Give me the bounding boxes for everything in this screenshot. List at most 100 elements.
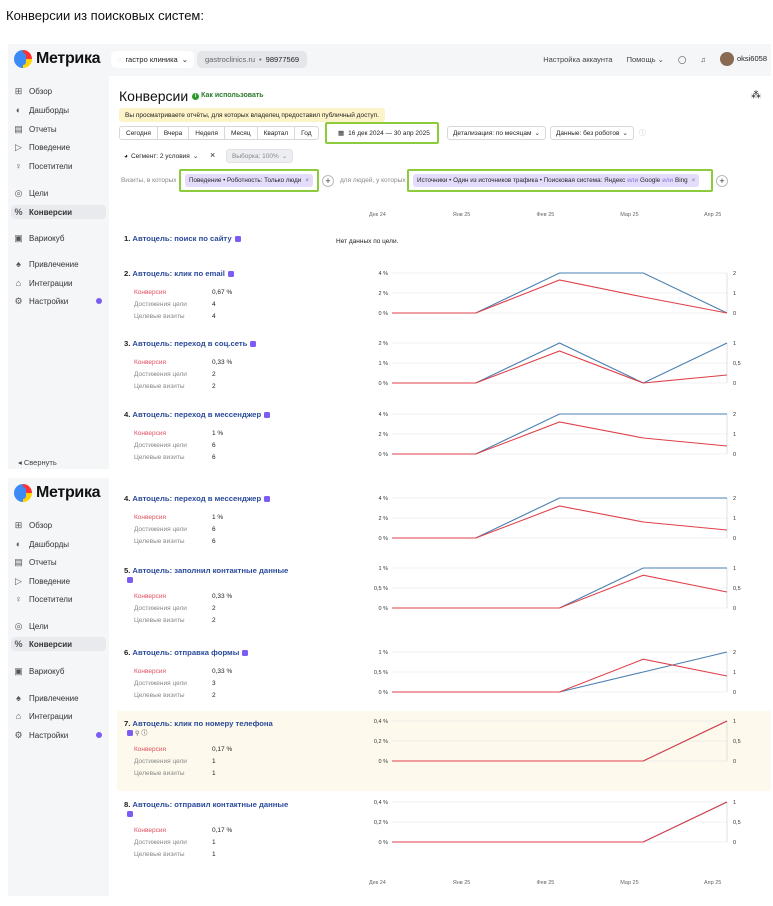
metric-label-reach: Достижения цели bbox=[134, 442, 187, 449]
filter-chip-robots[interactable]: Поведение • Роботность: Только люди × bbox=[185, 174, 314, 187]
goal-title-text[interactable]: Автоцель: клик по email bbox=[132, 269, 225, 278]
sidebar-item-7[interactable]: ▣ Вариокуб bbox=[14, 231, 64, 245]
left-tick-label: 0 % bbox=[379, 759, 389, 765]
chat-icon[interactable]: ◯ bbox=[677, 54, 687, 64]
how-to-use-link[interactable]: i Как использовать bbox=[192, 92, 264, 100]
period-button-0[interactable]: Сегодня bbox=[119, 126, 158, 140]
sidebar-item-9[interactable]: ⌂ Интеграции bbox=[14, 276, 73, 290]
sidebar-item-5[interactable]: ◎ Цели bbox=[14, 619, 49, 633]
metric-label-conv: Конверсия bbox=[134, 430, 167, 437]
sidebar-item-6[interactable]: % Конверсии bbox=[11, 637, 106, 651]
conversion-series-line bbox=[392, 658, 728, 693]
user-menu[interactable]: oksi6058 bbox=[719, 52, 767, 66]
counter-selector[interactable]: ◌ гастро клиника ⌄ bbox=[111, 51, 194, 68]
sidebar-item-7[interactable]: ▣ Вариокуб bbox=[14, 664, 64, 678]
metric-value-conv: 1 % bbox=[212, 514, 224, 521]
goal-title-text[interactable]: Автоцель: заполнил контактные данные bbox=[132, 566, 289, 575]
add-condition-button[interactable]: + bbox=[716, 175, 728, 187]
goal-title[interactable]: 7. Автоцель: клик по номеру телефона ⚲ ⓘ bbox=[124, 719, 304, 737]
sidebar-item-6[interactable]: % Конверсии bbox=[11, 205, 106, 219]
right-tick-label: 0 bbox=[733, 311, 736, 317]
sidebar-item-0[interactable]: ⊞ Обзор bbox=[14, 518, 52, 532]
sidebar-item-10[interactable]: ⚙ Настройки bbox=[14, 294, 103, 308]
chip-text: Google bbox=[639, 177, 661, 184]
metric-value-conv: 0,17 % bbox=[212, 827, 233, 834]
goal-title-text[interactable]: Автоцель: переход в мессенджер bbox=[132, 410, 262, 419]
goal-chart: 4 % 2 2 % 1 0 % 0 bbox=[379, 412, 737, 458]
collapse-sidebar-button[interactable]: ◂ Свернуть bbox=[18, 458, 57, 467]
metrika-logo[interactable]: Метрика bbox=[14, 50, 101, 68]
goal-number: 5. bbox=[124, 566, 131, 575]
goal-title[interactable]: 4. Автоцель: переход в мессенджер bbox=[124, 494, 764, 503]
data-filter-dropdown[interactable]: Данные: без роботов ⌄ bbox=[550, 126, 634, 140]
metric-value-visits: 1 bbox=[212, 851, 216, 858]
detail-dropdown[interactable]: Детализация: по месяцам ⌄ bbox=[447, 126, 546, 140]
sidebar-item-1[interactable]: ◐ Дашборды bbox=[14, 103, 69, 117]
close-icon[interactable]: × bbox=[691, 177, 696, 184]
bell-icon[interactable]: ♫ bbox=[700, 54, 706, 64]
metric-value-reach: 6 bbox=[212, 442, 216, 449]
x-axis-label: Янв 25 bbox=[452, 212, 471, 218]
sidebar-item-3[interactable]: ▷ Поведение bbox=[14, 574, 70, 588]
period-button-2[interactable]: Неделя bbox=[189, 126, 225, 140]
goal-title-text[interactable]: Автоцель: отправка формы bbox=[132, 648, 240, 657]
sidebar-item-4[interactable]: ♀ Посетители bbox=[14, 159, 72, 173]
close-icon[interactable]: × bbox=[210, 150, 216, 160]
account-settings-link[interactable]: Настройка аккаунта bbox=[543, 54, 613, 64]
sidebar-item-1[interactable]: ◐ Дашборды bbox=[14, 537, 69, 551]
chevron-down-icon: ⌄ bbox=[622, 130, 628, 137]
user-name: oksi6058 bbox=[736, 53, 767, 63]
sidebar-item-3[interactable]: ▷ Поведение bbox=[14, 140, 70, 154]
sidebar-item-label: Цели bbox=[29, 188, 49, 198]
sidebar-item-5[interactable]: ◎ Цели bbox=[14, 186, 49, 200]
goal-type-icon bbox=[264, 411, 271, 418]
period-button-1[interactable]: Вчера bbox=[157, 126, 190, 140]
right-tick-label: 1 bbox=[733, 341, 736, 347]
close-icon[interactable]: × bbox=[305, 177, 310, 184]
sidebar-item-2[interactable]: ▤ Отчеты bbox=[14, 122, 56, 136]
goal-title[interactable]: 2. Автоцель: клик по email bbox=[124, 269, 764, 278]
goal-title[interactable]: 3. Автоцель: переход в соц.сеть bbox=[124, 339, 764, 348]
add-condition-button[interactable]: + bbox=[322, 175, 334, 187]
metric-label-reach: Достижения цели bbox=[134, 605, 187, 612]
goal-title[interactable]: 1. Автоцель: поиск по сайту bbox=[124, 234, 764, 243]
info-icon[interactable]: ⓘ bbox=[141, 731, 148, 737]
conversion-series-line bbox=[392, 279, 728, 314]
sidebar-item-label: Вариокуб bbox=[29, 666, 65, 676]
sidebar-item-label: Конверсии bbox=[29, 207, 73, 217]
period-button-3[interactable]: Месяц bbox=[224, 126, 258, 140]
sidebar-item-0[interactable]: ⊞ Обзор bbox=[14, 84, 52, 98]
date-range-picker[interactable]: ▦ 16 дек 2024 — 30 апр 2025 bbox=[333, 126, 435, 140]
nav-icon: ♀ bbox=[15, 161, 22, 171]
sidebar-item-8[interactable]: ♠ Привлечение bbox=[14, 691, 78, 705]
goal-title-text[interactable]: Автоцель: переход в соц.сеть bbox=[132, 339, 248, 348]
goal-chart: 4 % 2 2 % 1 0 % 0 bbox=[379, 271, 737, 317]
goal-title-text[interactable]: Автоцель: отправил контактные данные bbox=[132, 800, 289, 809]
sidebar-item-9[interactable]: ⌂ Интеграции bbox=[14, 709, 73, 723]
segment-dropdown[interactable]: ◕ Сегмент: 2 условия ⌄ bbox=[119, 149, 204, 163]
period-button-5[interactable]: Год bbox=[295, 126, 319, 140]
goal-title[interactable]: 4. Автоцель: переход в мессенджер bbox=[124, 410, 764, 419]
sidebar-item-10[interactable]: ⚙ Настройки bbox=[14, 728, 103, 742]
sidebar-item-2[interactable]: ▤ Отчеты bbox=[14, 555, 56, 569]
metric-label-reach: Достижения цели bbox=[134, 758, 187, 765]
goal-title[interactable]: 6. Автоцель: отправка формы bbox=[124, 648, 764, 657]
sidebar-item-8[interactable]: ♠ Привлечение bbox=[14, 257, 78, 271]
segment-icon: ◕ bbox=[124, 152, 128, 160]
filter-chip-sources[interactable]: Источники • Один из источников трафика •… bbox=[413, 174, 700, 187]
goal-title[interactable]: 5. Автоцель: заполнил контактные данные bbox=[124, 566, 304, 584]
metrika-logo[interactable]: Метрика bbox=[14, 484, 101, 502]
goal-chart: 0,4 % 1 0,2 % 0,5 0 % 0 bbox=[374, 719, 741, 765]
right-tick-label: 2 bbox=[733, 496, 736, 502]
left-tick-label: 4 % bbox=[379, 271, 389, 277]
goal-title[interactable]: 8. Автоцель: отправил контактные данные bbox=[124, 800, 304, 818]
sidebar-item-4[interactable]: ♀ Посетители bbox=[14, 592, 72, 606]
info-icon[interactable]: ⓘ bbox=[639, 130, 646, 137]
sample-dropdown[interactable]: Выборка: 100% ⌄ bbox=[226, 149, 294, 163]
period-button-4[interactable]: Квартал bbox=[257, 126, 296, 140]
goal-title-text[interactable]: Автоцель: переход в мессенджер bbox=[132, 494, 262, 503]
goal-title-text[interactable]: Автоцель: клик по номеру телефона bbox=[132, 719, 273, 728]
goal-title-text[interactable]: Автоцель: поиск по сайту bbox=[132, 234, 232, 243]
help-menu[interactable]: Помощь ⌄ bbox=[627, 55, 664, 64]
settings-icon[interactable]: ⁂ bbox=[751, 90, 761, 101]
